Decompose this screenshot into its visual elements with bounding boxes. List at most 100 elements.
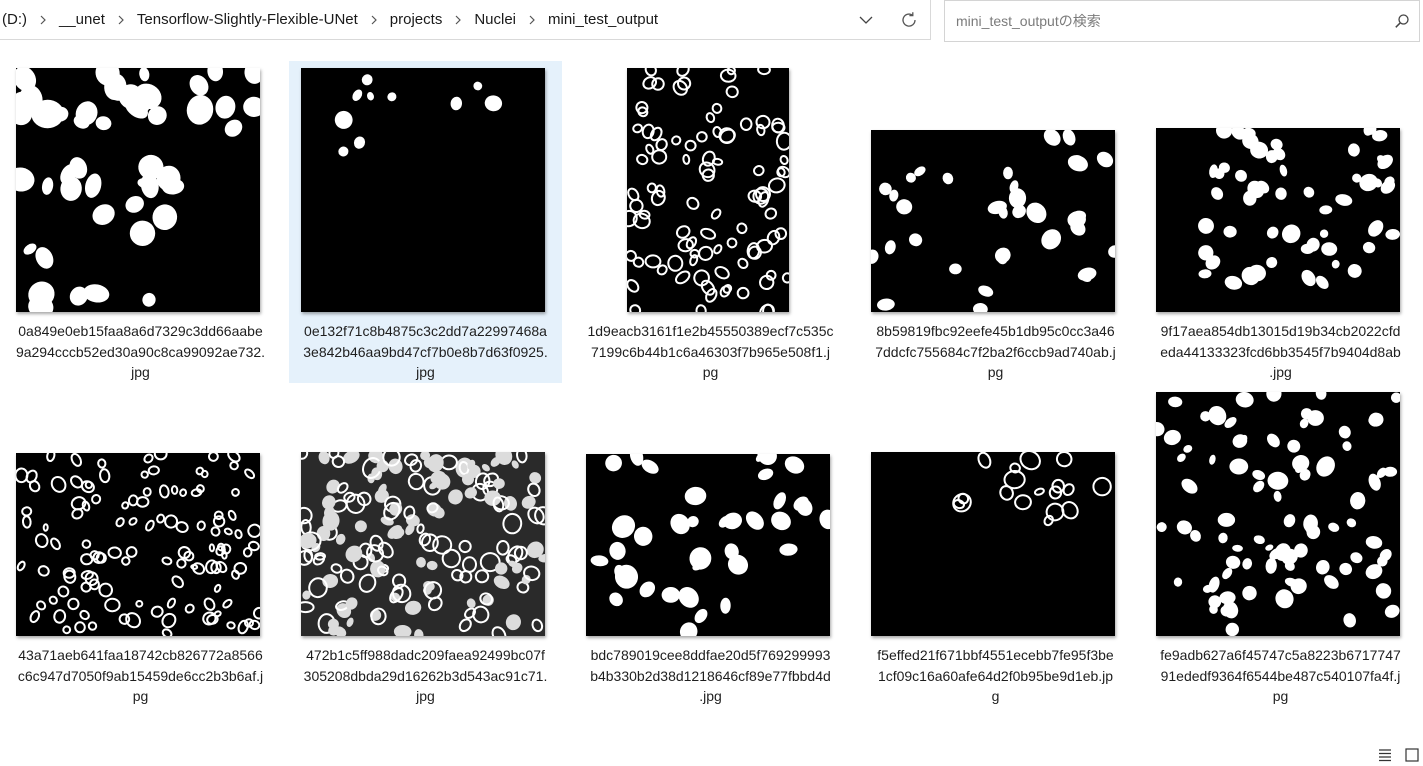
nucleus-blob: [632, 212, 651, 230]
nucleus-blob: [1190, 530, 1201, 542]
nucleus-blob: [335, 533, 346, 545]
large-icons-view-button[interactable]: [1402, 745, 1422, 765]
nucleus-blob: [226, 621, 236, 630]
nucleus-blob: [361, 74, 373, 86]
address-bar[interactable]: (D:) __unet Tensorflow-Slightly-Flexible…: [0, 0, 931, 40]
nucleus-blob: [1043, 130, 1061, 146]
nucleus-blob: [1070, 220, 1086, 236]
file-item[interactable]: 472b1c5ff988dadc209faea92499bc07f 305208…: [289, 385, 562, 707]
nucleus-blob: [53, 609, 67, 624]
refresh-button[interactable]: [889, 0, 929, 40]
breadcrumb-item-unet[interactable]: __unet: [59, 11, 105, 28]
nucleus-blob: [83, 284, 110, 303]
nucleus-blob: [70, 496, 87, 511]
nucleus-blob: [243, 96, 260, 118]
file-item-selected[interactable]: 0e132f71c8b4875c3c2dd7a22997468a 3e842b4…: [289, 61, 562, 383]
file-item[interactable]: 1d9eacb3161f1e2b45550389ecf7c535c 7199c6…: [574, 61, 847, 383]
nucleus-blob: [1209, 454, 1216, 465]
nucleus-blob: [1181, 478, 1198, 494]
nucleus-blob: [1272, 147, 1286, 161]
nucleus-blob: [125, 546, 138, 558]
nucleus-blob: [153, 453, 168, 461]
chevron-right-icon[interactable]: [29, 0, 57, 40]
nucleus-blob: [1281, 224, 1301, 244]
nucleus-blob: [1343, 613, 1356, 628]
nucleus-blob: [248, 619, 260, 631]
nucleus-blob: [719, 285, 731, 298]
nucleus-blob: [779, 155, 789, 165]
nucleus-blob: [641, 459, 659, 474]
nucleus-blob: [1365, 128, 1377, 135]
nucleus-blob: [638, 209, 651, 220]
nucleus-blob: [416, 523, 425, 534]
nucleus-blob: [516, 452, 528, 464]
file-name-line: b4b330b2d38d1218646cf89e77fbbd4d: [590, 667, 831, 684]
nucleus-blob: [627, 279, 640, 293]
nucleus-blob: [128, 517, 138, 526]
chevron-right-icon[interactable]: [518, 0, 546, 40]
nucleus-blob: [679, 622, 698, 636]
nucleus-blob: [368, 452, 384, 464]
file-name-line: eda44133323fcd6bb3545f7b9404d8ab: [1160, 343, 1401, 360]
nucleus-blob: [685, 236, 698, 250]
file-item[interactable]: 43a71aeb641faa18742cb826772a8566 c6c947d…: [4, 385, 277, 707]
file-item[interactable]: 8b59819fbc92eefe45b1db95c0cc3a46 7ddcfc7…: [859, 61, 1132, 383]
nucleus-blob: [208, 543, 216, 553]
search-input[interactable]: [954, 5, 1385, 37]
history-dropdown-button[interactable]: [846, 0, 886, 40]
nucleus-blob: [420, 533, 439, 552]
nucleus-blob: [627, 209, 638, 228]
nucleus-blob: [423, 457, 436, 469]
nucleus-blob: [92, 204, 115, 225]
nucleus-blob: [978, 285, 994, 297]
nucleus-blob: [1315, 275, 1329, 289]
search-icon[interactable]: [1385, 13, 1419, 29]
file-name-line: fe9adb627a6f45747c5a8223b6717747: [1160, 647, 1401, 663]
nucleus-blob: [1259, 181, 1269, 192]
breadcrumb-item-drive[interactable]: (D:): [2, 11, 27, 28]
nucleus-blob: [403, 505, 416, 520]
breadcrumb-item-tensorflow-unet[interactable]: Tensorflow-Slightly-Flexible-UNet: [136, 11, 358, 28]
search-box[interactable]: [944, 0, 1420, 42]
nucleus-blob: [156, 513, 166, 524]
details-view-button[interactable]: [1375, 745, 1395, 765]
nucleus-blob: [147, 106, 167, 125]
nucleus-blob: [21, 515, 32, 529]
breadcrumb-item-nuclei[interactable]: Nuclei: [474, 11, 517, 28]
nucleus-blob: [367, 91, 374, 101]
nucleus-blob: [1183, 445, 1193, 453]
file-item[interactable]: bdc789019cee8ddfae20d5f769299993 b4b330b…: [574, 385, 847, 707]
nucleus-blob: [676, 68, 690, 77]
file-item[interactable]: fe9adb627a6f45747c5a8223b6717747 91ededf…: [1144, 385, 1417, 707]
nucleus-blob: [196, 520, 206, 531]
chevron-right-icon[interactable]: [360, 0, 388, 40]
file-name-line: 1cf09c16a60afe64d2f0b95be9d1eb.jp: [877, 667, 1114, 684]
file-item[interactable]: 0a849e0eb15faa8a6d7329c3dd66aabe 9a294cc…: [4, 61, 277, 383]
nucleus-blob: [711, 102, 723, 114]
nucleus-blob: [244, 468, 256, 480]
nucleus-blob: [1287, 439, 1301, 453]
nucleus-blob: [432, 535, 453, 555]
file-item[interactable]: 9f17aea854db13015d19b34cb2022cfd eda4413…: [1144, 61, 1417, 383]
nucleus-blob: [949, 263, 962, 275]
nucleus-blob: [140, 470, 149, 479]
nucleus-blob: [1270, 138, 1283, 150]
chevron-right-icon[interactable]: [107, 0, 135, 40]
nucleus-blob: [242, 547, 253, 558]
file-item[interactable]: f5effed21f671bbf4551ecebb7fe95f3be 1cf09…: [859, 385, 1132, 707]
nucleus-blob: [905, 172, 916, 183]
nucleus-blob: [31, 99, 64, 129]
nucleus-blob: [75, 101, 98, 126]
nucleus-blob: [127, 494, 139, 507]
thumbnail-image: [871, 452, 1115, 636]
nucleus-blob: [216, 542, 226, 552]
nucleus-blob: [527, 506, 545, 525]
nucleus-blob: [1238, 434, 1248, 445]
breadcrumb-item-current-folder[interactable]: mini_test_output: [548, 11, 659, 28]
breadcrumb-item-projects[interactable]: projects: [389, 11, 443, 28]
nucleus-blob: [1019, 452, 1041, 471]
file-name: 0e132f71c8b4875c3c2dd7a22997468a 3e842b4…: [289, 321, 562, 383]
chevron-right-icon[interactable]: [444, 0, 472, 40]
nucleus-blob: [91, 494, 102, 505]
nucleus-blob: [67, 597, 80, 611]
